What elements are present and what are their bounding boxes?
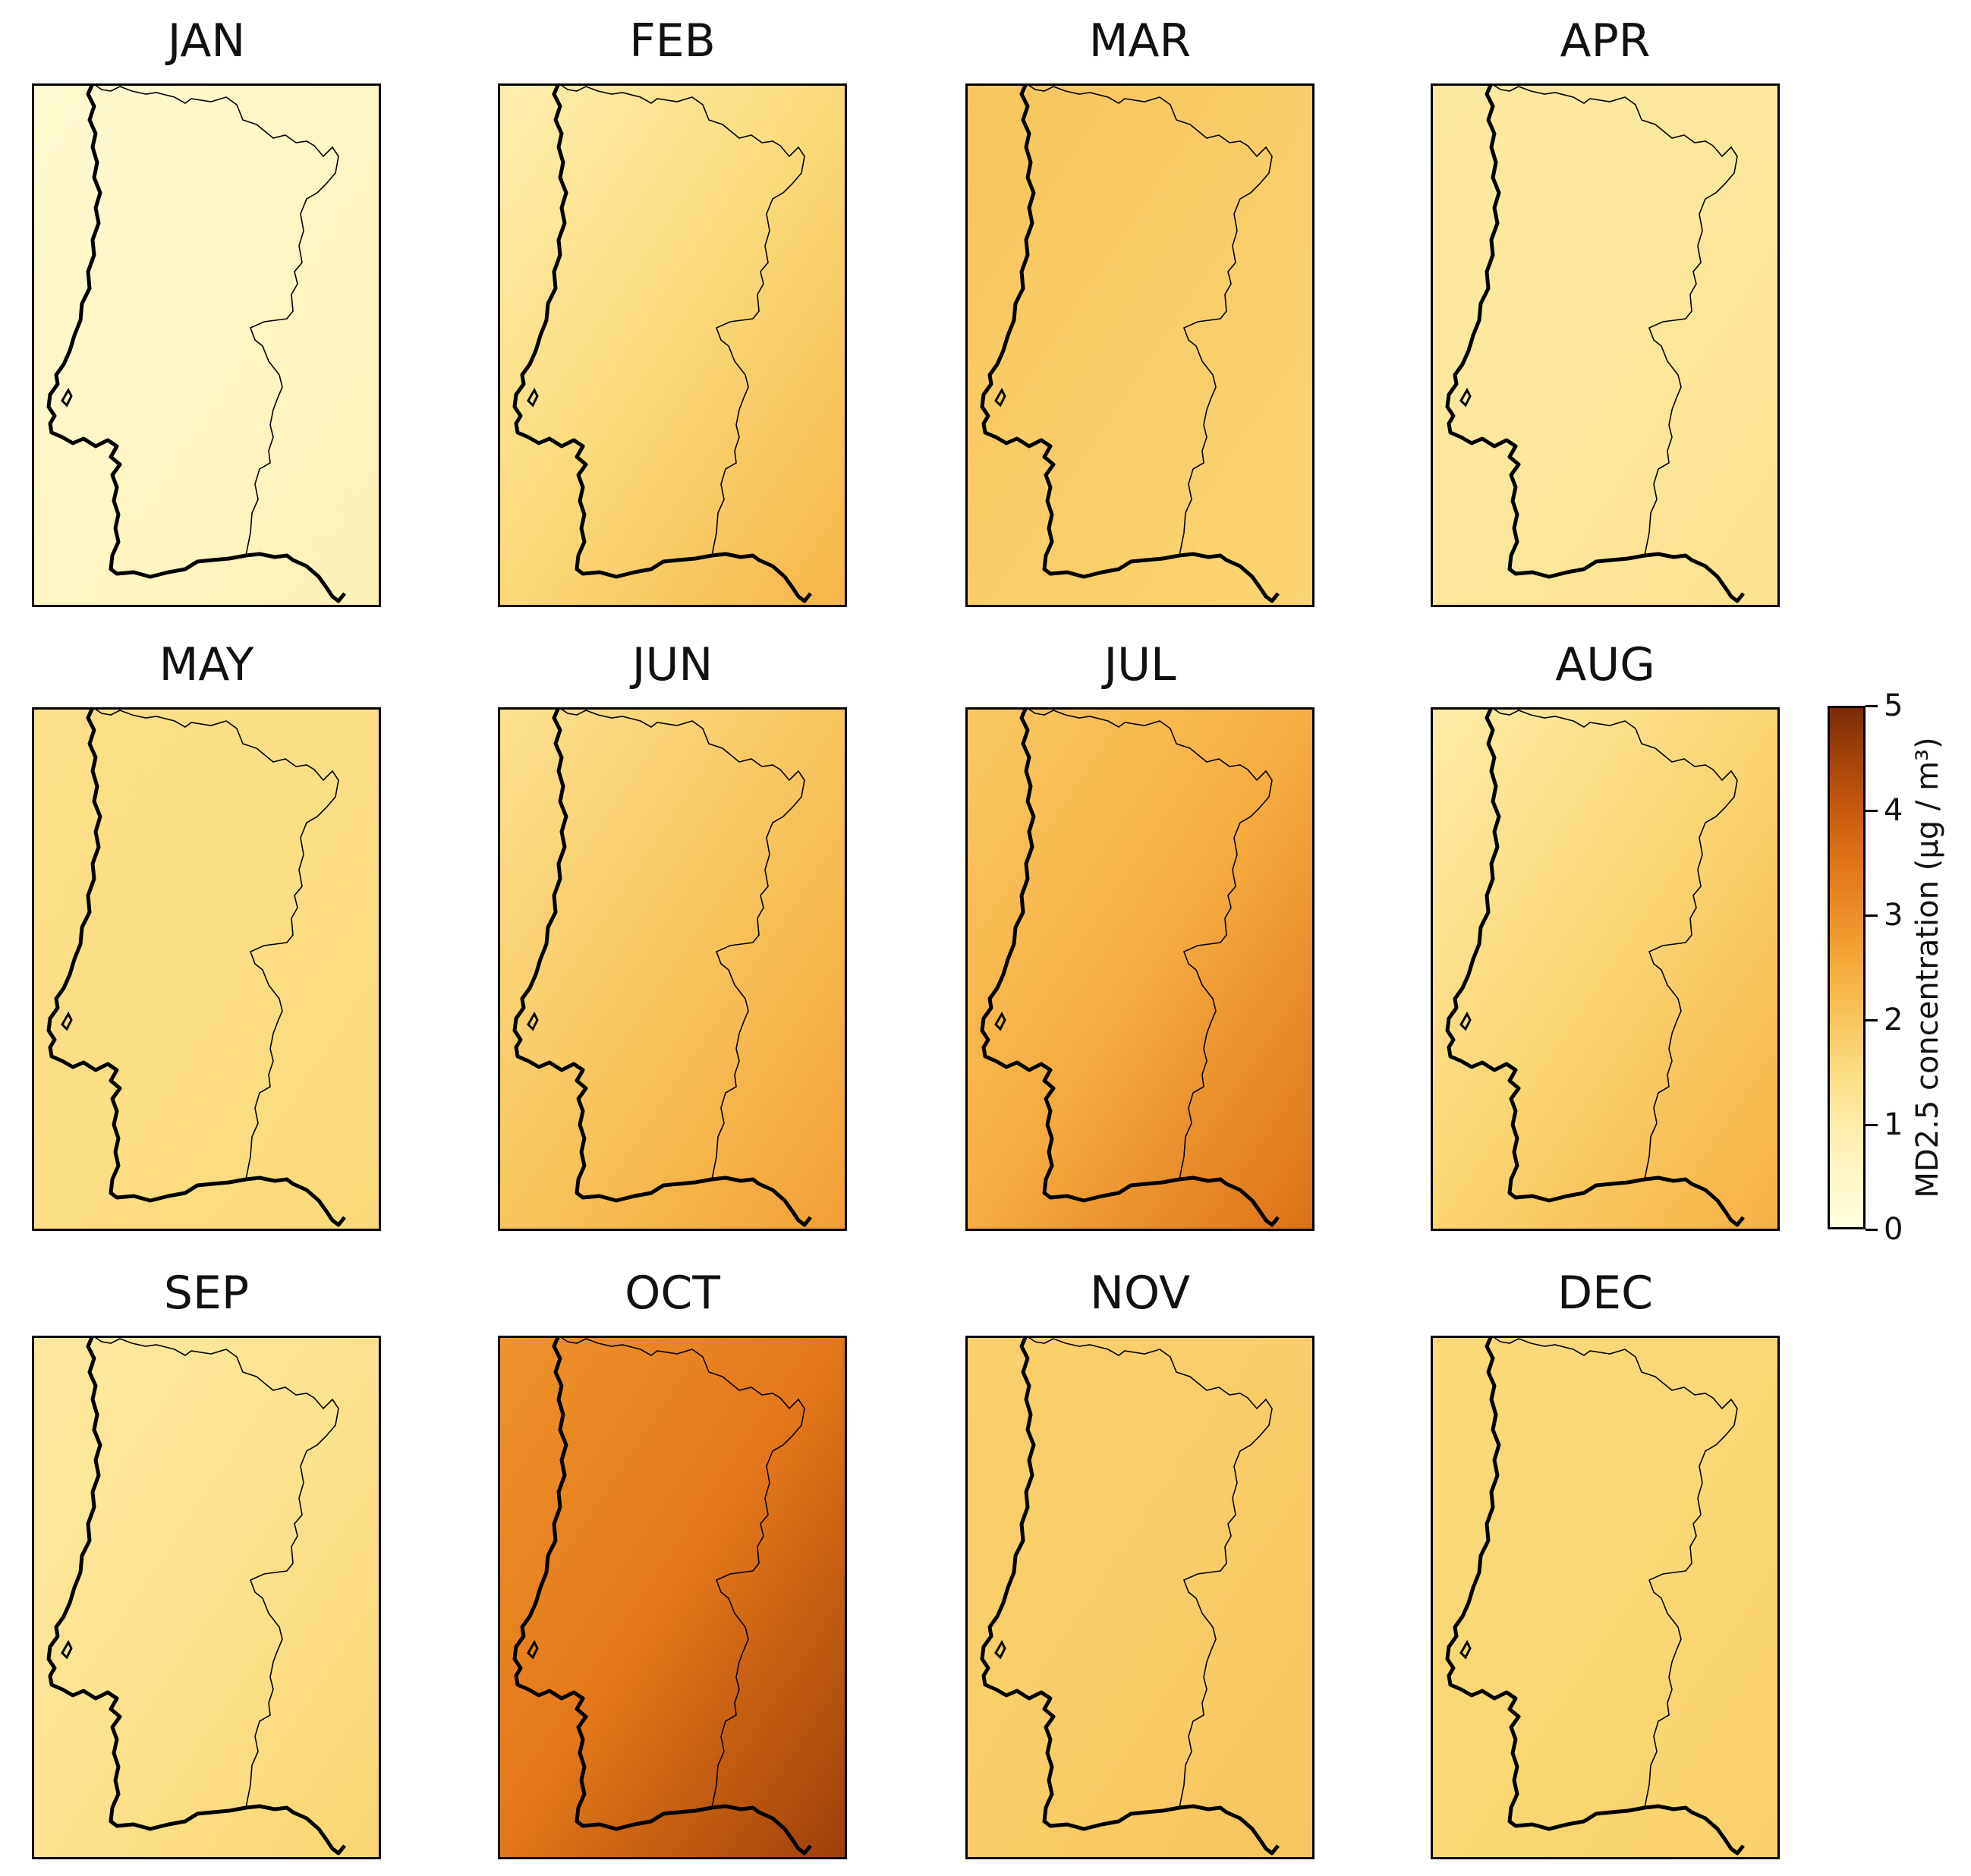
colorbar-tick-label: 3	[1884, 898, 1903, 933]
colorbar-tick-label: 5	[1884, 688, 1903, 723]
estuary-line	[527, 1639, 539, 1660]
concentration-map	[965, 1336, 1315, 1859]
map-panel-may: MAY	[32, 634, 381, 1234]
estuary-line	[61, 1011, 73, 1031]
panel-title: JUN	[631, 638, 713, 691]
panel-title: NOV	[1089, 1267, 1191, 1320]
map-frame	[1431, 1336, 1780, 1859]
colorbar-tick-mark	[1866, 704, 1878, 707]
map-frame	[1431, 83, 1780, 607]
map-frame	[498, 707, 847, 1231]
coastline	[1445, 83, 1745, 603]
concentration-map	[498, 83, 847, 607]
border-line	[558, 707, 805, 1180]
border-line	[1025, 83, 1273, 556]
colorbar-tick-mark	[1866, 1018, 1878, 1021]
map-panel-feb: FEB	[498, 11, 847, 610]
border-line	[92, 1336, 339, 1808]
map-frame	[32, 83, 381, 607]
coastline	[46, 83, 346, 603]
coastline	[46, 707, 346, 1227]
map-panel-jul: JUL	[965, 634, 1315, 1234]
border-line	[1025, 707, 1273, 1180]
coastline	[512, 83, 812, 603]
map-frame	[965, 83, 1315, 607]
map-panel-sep: SEP	[32, 1263, 381, 1862]
map-frame	[498, 83, 847, 607]
estuary-line	[61, 387, 73, 408]
concentration-map	[1431, 707, 1780, 1231]
colorbar	[1828, 706, 1866, 1229]
colorbar-tick-mark	[1866, 1123, 1878, 1126]
colorbar-tick-label: 1	[1884, 1107, 1903, 1142]
estuary-line	[994, 387, 1006, 408]
coastline	[512, 1336, 812, 1856]
map-panel-aug: AUG	[1431, 634, 1780, 1234]
coastline	[512, 707, 812, 1227]
estuary-line	[1459, 387, 1472, 408]
panel-title: APR	[1560, 14, 1651, 68]
border-line	[558, 1336, 805, 1808]
border-line	[92, 83, 339, 556]
estuary-line	[994, 1011, 1006, 1031]
map-panel-nov: NOV	[965, 1263, 1315, 1862]
colorbar-label: MD2.5 concentration (μg / m³)	[1910, 737, 1945, 1198]
concentration-map	[965, 707, 1315, 1231]
concentration-map	[1431, 83, 1780, 607]
colorbar-tick-label: 0	[1884, 1212, 1903, 1247]
estuary-line	[61, 1639, 73, 1660]
colorbar-tick-mark	[1866, 914, 1878, 917]
map-panel-jan: JAN	[32, 11, 381, 610]
map-frame	[32, 1336, 381, 1859]
concentration-map	[498, 1336, 847, 1859]
map-frame	[498, 1336, 847, 1859]
coastline	[980, 707, 1280, 1227]
border-line	[1025, 1336, 1273, 1808]
panel-title: OCT	[625, 1267, 720, 1320]
concentration-map	[1431, 1336, 1780, 1859]
map-panel-mar: MAR	[965, 11, 1315, 610]
concentration-map	[32, 707, 381, 1231]
map-frame	[1431, 707, 1780, 1231]
coastline	[980, 1336, 1280, 1856]
map-frame	[965, 707, 1315, 1231]
border-line	[92, 707, 339, 1180]
panel-title: JUL	[1104, 638, 1176, 691]
panel-title: FEB	[629, 14, 716, 68]
coastline	[1445, 707, 1745, 1227]
panel-title: MAR	[1088, 14, 1192, 68]
colorbar-tick-label: 2	[1884, 1003, 1903, 1037]
border-line	[1491, 1336, 1738, 1808]
panel-title: MAY	[159, 638, 254, 691]
border-line	[1491, 707, 1738, 1180]
panel-title: SEP	[163, 1267, 250, 1320]
map-panel-jun: JUN	[498, 634, 847, 1234]
concentration-map	[32, 1336, 381, 1859]
concentration-map	[965, 83, 1315, 607]
border-line	[1491, 83, 1738, 556]
concentration-map	[498, 707, 847, 1231]
map-frame	[965, 1336, 1315, 1859]
map-panel-dec: DEC	[1431, 1263, 1780, 1862]
concentration-map	[32, 83, 381, 607]
border-line	[558, 83, 805, 556]
map-panel-oct: OCT	[498, 1263, 847, 1862]
colorbar-tick-label: 4	[1884, 793, 1903, 828]
colorbar-tick-mark	[1866, 1228, 1878, 1231]
map-panel-apr: APR	[1431, 11, 1780, 610]
panel-title: DEC	[1557, 1267, 1653, 1320]
panel-title: AUG	[1555, 638, 1655, 691]
estuary-line	[527, 387, 539, 408]
estuary-line	[1459, 1639, 1472, 1660]
coastline	[46, 1336, 346, 1856]
coastline	[1445, 1336, 1745, 1856]
coastline	[980, 83, 1280, 603]
panel-title: JAN	[167, 14, 246, 68]
estuary-line	[527, 1011, 539, 1031]
map-frame	[32, 707, 381, 1231]
estuary-line	[1459, 1011, 1472, 1031]
estuary-line	[994, 1639, 1006, 1660]
colorbar-tick-mark	[1866, 809, 1878, 812]
